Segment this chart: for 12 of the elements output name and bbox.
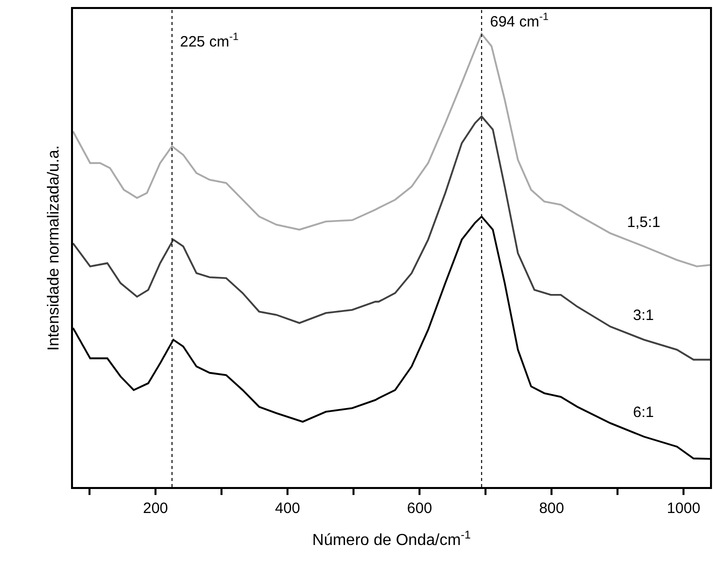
x-tick-label: 1000: [666, 500, 700, 517]
series-label: 3:1: [633, 307, 654, 324]
x-axis-title: Número de Onda/cm$^{-1}$: [312, 529, 471, 550]
series-label: 6:1: [633, 404, 654, 421]
x-tick-label: 800: [539, 500, 564, 517]
ref-line-label: 225 cm$^{-1}$: [180, 31, 239, 50]
y-axis-title: Intensidade normalizada/u.a.: [45, 145, 62, 351]
series-label: 1,5:1: [627, 214, 660, 231]
x-tick-label: 400: [275, 500, 300, 517]
ref-line-label: 694 cm$^{-1}$: [490, 11, 549, 30]
x-tick-label: 200: [142, 500, 168, 517]
x-tick-label: 600: [407, 500, 432, 517]
